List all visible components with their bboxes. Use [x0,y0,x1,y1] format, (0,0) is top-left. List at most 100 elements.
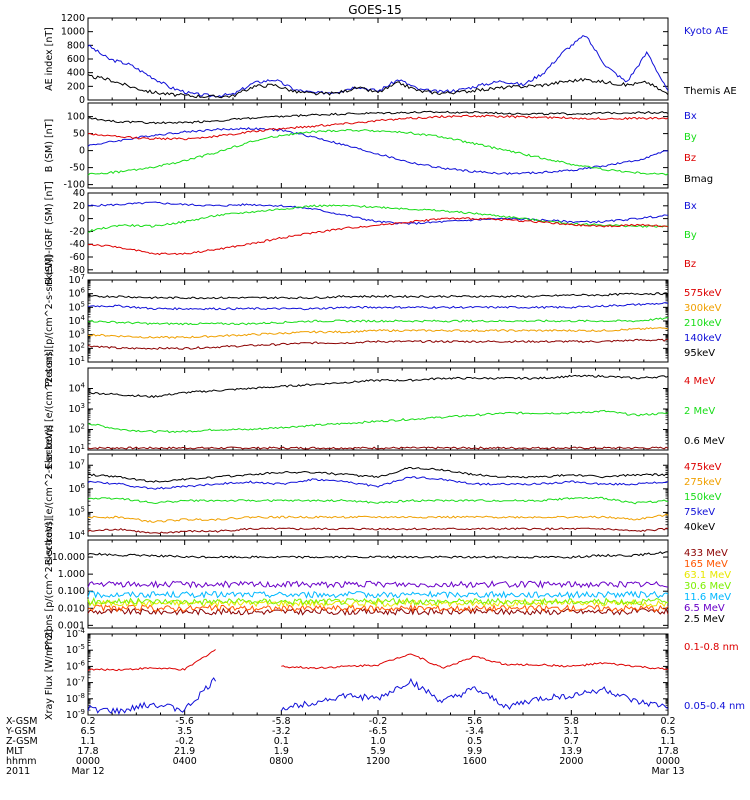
x-tick-label: 17.8 [77,746,98,757]
legend-entry: 210keV [684,318,722,329]
y-tick-label: 10-7 [66,676,85,689]
x-tick-label: Mar 13 [651,766,684,777]
panel-0: 0 200 400 600 800 1000 1200 AE index [nT] Kyoto … [44,13,737,106]
ephemeris-row-label: Y-GSM [5,726,36,737]
y-axis-label: B (SM)-IGRF (SM) [nT] [44,181,55,285]
legend-entry: Bz [684,153,696,164]
legend-entry: Themis AE [683,86,737,97]
y-tick-label: 105 [68,505,85,518]
y-tick-label: 101 [68,443,85,456]
x-tick-label: 21.9 [174,746,195,757]
y-tick-label: 1.000 [58,569,85,580]
x-tick-label: 9.9 [467,746,482,757]
y-tick-label: 50 [73,129,85,140]
x-tick-label: 3.5 [177,726,192,737]
series-line-575keV [87,338,669,350]
y-tick-label: 107 [68,458,85,471]
legend-entry: 4 MeV [684,376,715,387]
y-tick-label: 0.001 [58,620,85,631]
legend-entry: 0.6 MeV [684,436,725,447]
series-line-11-6-MeV [87,590,669,599]
y-tick-label: -60 [69,252,85,263]
legend-entry: By [684,132,697,143]
x-tick-label: 6.5 [80,726,95,737]
legend-entry: 2.5 MeV [684,614,725,625]
legend-entry: By [684,230,697,241]
chart-title: GOES-15 [348,3,402,17]
series-line-63-1-MeV [87,598,669,608]
y-tick-label: 106 [68,482,85,495]
x-tick-label: 0.5 [467,736,482,747]
y-axis-label: Xray Flux [W/m^2] [44,629,55,720]
panel-1: -100 -50 0 50 100 B (SM) [nT] Bx By Bz Bmag [44,102,713,191]
series-line-Bx [87,127,669,176]
x-tick-label: 1.1 [80,736,95,747]
series-line-6-5-MeV [87,579,669,589]
series-line-300keV [87,327,669,339]
legend-entry: 95keV [684,348,715,359]
x-tick-label: 5.6 [467,716,482,727]
x-tick-label: 6.5 [660,726,675,737]
y-tick-label: 10-5 [66,643,85,656]
panel-4: 101 102 103 104 Electrons [e/(cm^2-s-sr)] 4 M… [44,349,725,469]
x-tick-label: 0.2 [660,716,675,727]
y-axis-label: Electrons [e/(cm^2-s-sr-keV)] [44,425,55,565]
y-tick-label: 103 [68,402,85,415]
legend-entry: 575keV [684,288,722,299]
series-line-30-6-MeV [87,596,669,606]
legend-entry: 63.1 MeV [684,570,731,581]
y-tick-label: 1200 [61,13,85,24]
x-tick-label: 0.7 [564,736,579,747]
y-tick-label: 400 [67,68,85,79]
x-axis-ephemeris: X-GSMY-GSMZ-GSMMLThhmm20110.26.51.117.80… [5,716,685,777]
series-line-75keV [87,476,669,490]
y-tick-label: 10-8 [66,692,85,705]
ephemeris-row-label: X-GSM [6,716,37,727]
series-line-95keV [87,292,669,300]
x-tick-label: -5.6 [175,716,194,727]
x-tick-label: 1600 [463,756,487,767]
x-tick-label: -3.4 [465,726,484,737]
series-line-0-1-0-8-nm [87,649,669,672]
series-line-40keV [87,467,669,483]
series-line-165-MeV [87,603,669,613]
series-line-Bz [87,114,669,141]
legend-entry: 275keV [684,477,722,488]
legend-entry: 40keV [684,522,715,533]
y-tick-label: 10-4 [66,627,86,640]
legend-entry: 30.6 MeV [684,581,731,592]
panel-frame [87,539,669,629]
y-tick-label: 104 [68,529,85,542]
y-tick-label: 102 [68,423,85,436]
series-line-4-MeV [87,446,669,450]
legend-entry: 300keV [684,303,722,314]
y-tick-label: -80 [69,265,85,276]
y-tick-label: 1000 [61,27,85,38]
y-tick-label: 0 [79,95,85,106]
x-tick-label: 5.8 [564,716,579,727]
y-axis-label: AE index [nT] [44,27,55,91]
legend-entry: Bx [684,201,697,212]
y-tick-label: 107 [68,273,85,286]
panel-frame [87,453,669,537]
y-tick-label: 10.000 [52,552,85,563]
x-tick-label: -5.8 [272,716,291,727]
x-tick-label: 1.9 [274,746,289,757]
legend-entry: 475keV [684,462,722,473]
series-line-275keV [87,513,669,523]
ephemeris-row-label: Z-GSM [6,736,38,747]
y-axis-label: Electrons [e/(cm^2-s-sr)] [44,349,55,469]
y-tick-label: 102 [68,341,85,354]
y-tick-label: 0 [79,214,85,225]
series-line-By [87,128,669,176]
x-tick-label: 0800 [269,756,293,767]
y-axis-label: B (SM) [nT] [44,119,55,172]
panel-frame [87,17,669,101]
y-tick-label: 101 [68,355,85,368]
y-tick-label: 100 [67,112,85,123]
y-axis-label: Protons [p/(cm^2-s-sr-keV)] [44,518,55,650]
y-tick-label: 103 [68,328,85,341]
legend-entry: 150keV [684,492,722,503]
